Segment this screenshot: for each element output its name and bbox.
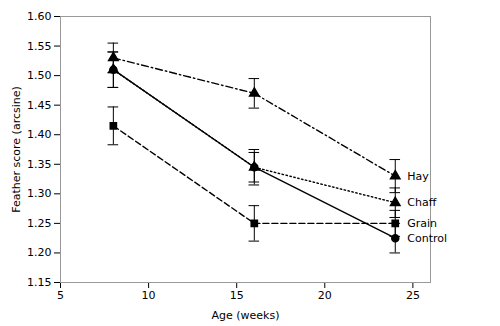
svg-text:20: 20 [318,289,332,302]
svg-text:1.55: 1.55 [27,40,52,53]
svg-text:1.45: 1.45 [27,99,52,112]
svg-text:5: 5 [57,289,64,302]
svg-text:1.15: 1.15 [27,276,52,289]
svg-text:Feather score (arcsine): Feather score (arcsine) [10,86,23,213]
svg-text:25: 25 [406,289,420,302]
svg-text:10: 10 [142,289,156,302]
svg-text:15: 15 [230,289,244,302]
svg-text:Control: Control [407,232,447,245]
svg-text:1.40: 1.40 [27,128,52,141]
svg-text:Grain: Grain [407,217,437,230]
svg-text:1.35: 1.35 [27,158,52,171]
svg-text:1.25: 1.25 [27,217,52,230]
svg-text:1.20: 1.20 [27,246,52,259]
svg-text:Age (weeks): Age (weeks) [212,309,280,322]
svg-text:Chaff: Chaff [407,196,436,209]
svg-text:Hay: Hay [407,170,429,183]
svg-text:1.50: 1.50 [27,69,52,82]
svg-text:1.60: 1.60 [27,10,52,23]
svg-text:1.30: 1.30 [27,187,52,200]
